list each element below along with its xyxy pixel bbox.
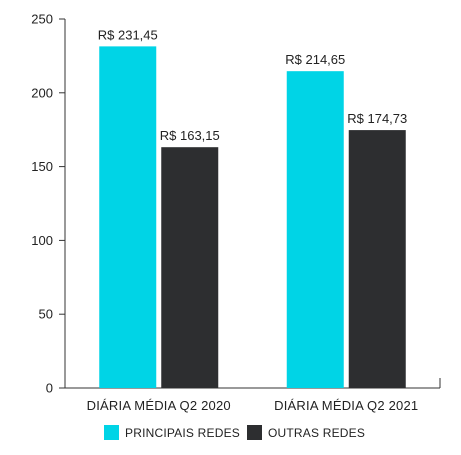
bar-outras-redes [348, 130, 406, 389]
y-axis-ticks: 0 50 100 150 200 250 [31, 12, 65, 396]
x-category-label: DIÁRIA MÉDIA Q2 2020 [87, 398, 231, 413]
legend: PRINCIPAIS REDES OUTRAS REDES [104, 425, 365, 440]
bar-value-label: R$ 214,65 [285, 52, 345, 67]
y-tick-label: 200 [31, 85, 53, 100]
category-labels-group: DIÁRIA MÉDIA Q2 2020 DIÁRIA MÉDIA Q2 2021 [87, 398, 418, 413]
y-tick-label: 50 [39, 307, 53, 322]
bars-group [99, 46, 406, 389]
bar-value-label: R$ 231,45 [98, 27, 158, 42]
legend-swatch-principais-redes [104, 425, 119, 440]
bar-principais-redes [286, 71, 344, 388]
y-tick-label: 0 [46, 381, 53, 396]
bar-value-label: R$ 174,73 [347, 111, 407, 126]
legend-swatch-outras-redes [247, 425, 262, 440]
y-tick-label: 250 [31, 12, 53, 27]
x-category-label: DIÁRIA MÉDIA Q2 2021 [274, 398, 418, 413]
y-tick-label: 100 [31, 233, 53, 248]
bar-outras-redes [161, 147, 219, 388]
bar-value-label: R$ 163,15 [160, 128, 220, 143]
bar-principais-redes [99, 46, 157, 389]
legend-label: PRINCIPAIS REDES [125, 426, 240, 440]
data-labels-group: R$ 231,45 R$ 163,15 R$ 214,65 R$ 174,73 [98, 27, 408, 143]
y-tick-label: 150 [31, 159, 53, 174]
legend-label: OUTRAS REDES [268, 426, 365, 440]
